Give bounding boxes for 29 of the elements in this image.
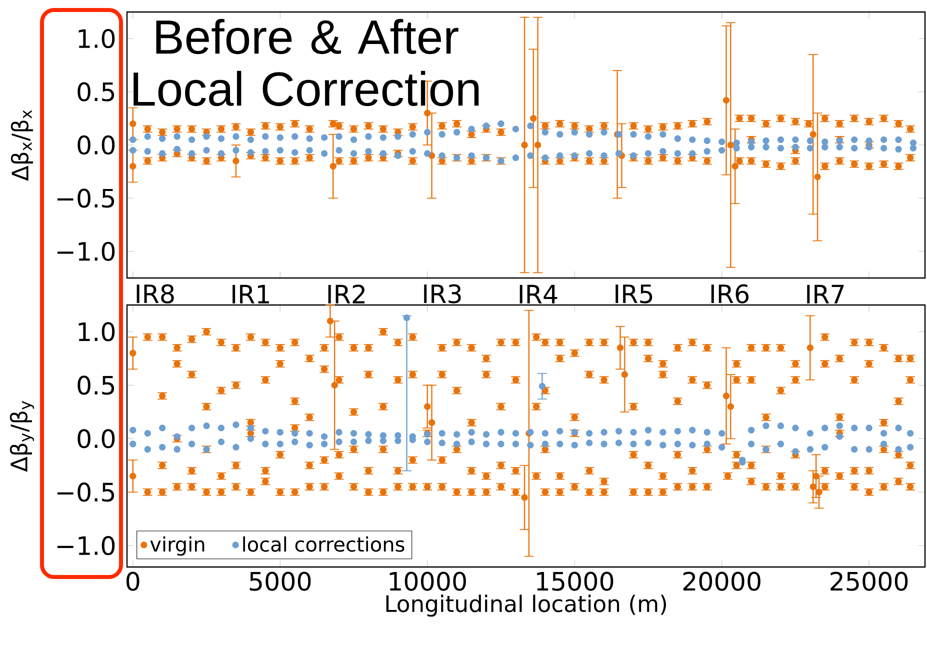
y-tick-label: −0.5 (57, 482, 114, 502)
y-tick-label: 1.0 (78, 29, 115, 48)
text: IR6 (711, 284, 748, 304)
y-tick-label: −1.0 (57, 242, 115, 261)
y-tick-label: 0.0 (78, 429, 115, 448)
y-tick-label: 0.0 (78, 135, 115, 155)
x-tick-label: 10000 (390, 572, 466, 591)
y-tick-label: 0.5 (78, 82, 114, 102)
text: IR5 (616, 284, 652, 304)
text: IR1 (232, 284, 269, 304)
y-tick-label: −1.0 (57, 536, 115, 556)
x-tick-label: 20000 (683, 572, 760, 591)
y-tick-label: −0.5 (57, 188, 114, 208)
x-tick-label: 5000 (250, 572, 311, 591)
legend-label: local corrections (243, 536, 404, 552)
x-tick-label: 15000 (537, 572, 614, 591)
text: IR7 (807, 284, 844, 304)
y-axis-title: Δβ$_{x}$/β$_{x}$ (10, 110, 34, 181)
text: IR2 (328, 284, 365, 304)
text: IR8 (136, 284, 174, 304)
legend-label: virgin (150, 536, 204, 556)
x-tick-label: 0 (126, 572, 140, 591)
x-axis-title: Longitudinal location (m) (386, 594, 666, 617)
text: IR3 (424, 284, 461, 304)
y-axis-title: Δβ$_{y}$/β$_{y}$ (10, 401, 34, 472)
y-tick-label: 1.0 (78, 322, 115, 342)
x-tick-label: 25000 (830, 572, 908, 591)
y-tick-label: 0.5 (78, 376, 114, 395)
text: IR4 (520, 284, 558, 304)
